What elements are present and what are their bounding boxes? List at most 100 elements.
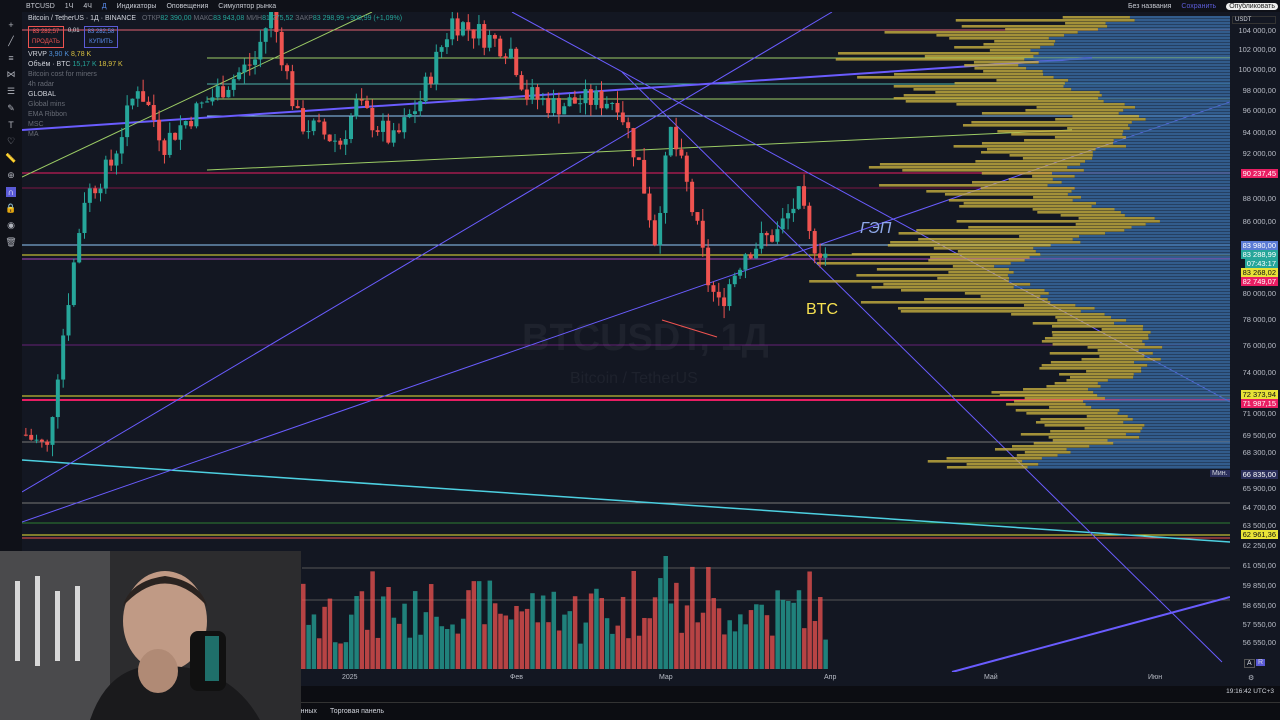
save-label[interactable]: Сохранить <box>1181 2 1217 10</box>
profile-bar <box>1075 223 1146 226</box>
interval-4h[interactable]: 4Ч <box>83 2 92 10</box>
candle <box>722 297 727 307</box>
time-axis[interactable]: 2025 Фев Мар Апр Май Июн ⚙ <box>22 672 1254 686</box>
publish-button[interactable]: Опубликовать <box>1226 2 1278 10</box>
magnet-icon[interactable]: ∩ <box>5 187 17 197</box>
profile-bar <box>1148 334 1230 337</box>
profile-bar <box>903 94 1102 97</box>
drawn-lines <box>22 12 1230 672</box>
log-scale-button[interactable]: R <box>1256 659 1266 666</box>
pattern-icon[interactable]: ⋈ <box>6 69 16 79</box>
indicator-msc[interactable]: MSC <box>28 121 44 128</box>
high-value: 83 943,08 <box>213 15 245 22</box>
candle <box>23 434 28 436</box>
volume-bar <box>482 624 487 669</box>
candle <box>317 120 322 122</box>
candle <box>743 254 748 270</box>
profile-bar <box>1050 244 1230 247</box>
candle <box>706 247 711 286</box>
price-tick: 78 000,00 <box>1242 314 1276 324</box>
price-axis[interactable]: USDT 104 000,00 102 000,00 100 000,00 98 00… <box>1210 12 1280 672</box>
indicator-ma[interactable]: MA <box>28 131 39 138</box>
interval-1h[interactable]: 1Ч <box>64 2 74 10</box>
profile-bar <box>1118 112 1230 115</box>
indicator-ema-ribbon[interactable]: EMA Ribbon <box>28 111 67 118</box>
volume-bar <box>780 599 786 669</box>
candle <box>50 417 55 445</box>
profile-bar <box>1035 250 1230 253</box>
trend-line-icon[interactable]: ╱ <box>8 36 14 46</box>
heart-icon[interactable]: ♡ <box>6 136 16 146</box>
sell-button[interactable]: 83 282,57 ПРОДАТЬ <box>28 26 64 48</box>
candle <box>226 89 231 98</box>
trash-icon[interactable]: 🗑 <box>5 237 17 247</box>
candle <box>247 64 252 66</box>
profile-bar <box>935 91 1100 94</box>
indicator-vrvp[interactable]: VRVP 3,90 K 8,78 K <box>28 51 92 58</box>
interval-1d[interactable]: Д <box>101 2 107 10</box>
candle <box>45 441 50 445</box>
profile-bar <box>1006 403 1086 406</box>
price-tick: 104 000,00 <box>1238 26 1276 35</box>
zoom-icon[interactable]: ⊕ <box>7 170 15 180</box>
eye-icon[interactable]: ◉ <box>7 220 15 230</box>
brush-icon[interactable]: ✎ <box>7 103 15 113</box>
legend-title: Bitcoin / TetherUS · 1Д · BINANCE <box>28 15 137 22</box>
indicator-global[interactable]: GLOBAL <box>28 91 57 98</box>
symbol-search[interactable]: BTCUSD <box>26 2 55 10</box>
profile-bar <box>1085 403 1230 406</box>
settings-icon[interactable]: ⚙ <box>1248 675 1255 682</box>
auto-scale-button[interactable]: A <box>1244 659 1255 668</box>
profile-bar <box>1077 31 1230 34</box>
profile-bar <box>927 460 1023 463</box>
profile-bar <box>948 271 1014 274</box>
replay-button[interactable]: Симулятор рынка <box>218 2 277 10</box>
indicator-volume[interactable]: Объём · BTC 15,17 K 18,97 K <box>28 61 123 68</box>
profile-bar <box>1097 28 1230 31</box>
profile-bar <box>1011 313 1105 316</box>
volume-bar <box>668 603 674 669</box>
profile-bar <box>1023 304 1076 307</box>
text-icon[interactable]: T <box>8 120 14 130</box>
profile-bar <box>1038 52 1230 55</box>
lock-icon[interactable]: 🔒 <box>5 203 17 213</box>
profile-bar <box>1092 154 1230 157</box>
indicator-global-mins[interactable]: Global mins <box>28 101 65 108</box>
candles <box>23 12 828 457</box>
fib-icon[interactable]: ≡ <box>8 53 14 63</box>
profile-bar <box>1123 130 1230 133</box>
ruler-icon[interactable]: 📏 <box>5 153 17 163</box>
candle <box>684 155 689 182</box>
indicator-miners[interactable]: Bitcoin cost for miners <box>28 71 97 78</box>
volume-bar <box>301 583 306 669</box>
volume-bar <box>492 603 498 669</box>
tab-data[interactable]: Данных <box>292 708 317 715</box>
indicator-radar[interactable]: 4h radar <box>28 81 55 88</box>
price-tick: 94 000,00 <box>1242 127 1276 137</box>
candle <box>327 134 332 142</box>
volume-bar <box>567 611 573 669</box>
profile-bar <box>1159 220 1230 223</box>
layout-name[interactable]: Без названия <box>1127 2 1172 10</box>
candle <box>711 285 716 292</box>
buy-button[interactable]: 83 282,58 КУПИТЬ <box>83 26 119 48</box>
profile-bar <box>1065 22 1106 25</box>
profile-bar <box>1024 397 1105 400</box>
volume-bar <box>791 602 796 669</box>
projection-icon[interactable]: ☰ <box>6 86 16 96</box>
profile-bar <box>1025 109 1124 112</box>
profile-bar <box>975 160 1086 163</box>
currency-select[interactable]: USDT <box>1232 16 1276 24</box>
profile-bar <box>879 184 1048 187</box>
indicators-button[interactable]: Индикаторы <box>116 2 157 10</box>
profile-bar <box>1131 121 1230 124</box>
alerts-button[interactable]: Оповещения <box>166 2 209 10</box>
spread: 0,01 <box>67 28 80 34</box>
tab-trading-panel[interactable]: Торговая панель <box>330 708 385 715</box>
volume-bar <box>391 617 397 669</box>
price-tick: 102 000,00 <box>1238 45 1276 55</box>
volume-bar <box>423 612 429 669</box>
gap-annotation: ГЭП <box>860 220 892 237</box>
crosshair-icon[interactable]: + <box>8 20 14 30</box>
profile-bar <box>1095 148 1230 151</box>
